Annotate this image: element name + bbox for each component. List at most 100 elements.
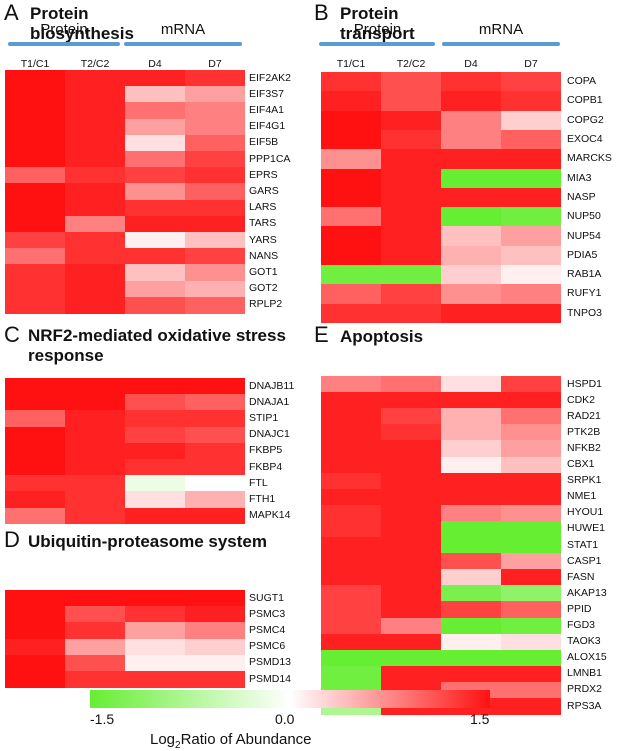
panel-title-c: NRF2-mediated oxidative stress response — [28, 326, 286, 365]
heatmap-cell — [65, 638, 125, 656]
group-label-protein-a: Protein — [40, 21, 88, 38]
heatmap-cell — [5, 638, 65, 656]
row-label: STIP1 — [249, 412, 279, 424]
heatmap-cell — [125, 394, 185, 411]
heatmap-cell — [501, 617, 561, 635]
heatmap-cell — [381, 537, 441, 554]
heatmap-cell — [65, 102, 125, 120]
heatmap-cell — [501, 72, 561, 92]
heatmap-cell — [501, 303, 561, 324]
heatmap-cell — [441, 376, 501, 393]
row-label: PPID — [567, 602, 592, 615]
heatmap-cell — [381, 408, 441, 425]
group-bar-protein-b — [319, 42, 435, 46]
heatmap-cell — [441, 392, 501, 409]
heatmap-cell — [501, 585, 561, 602]
heatmap-cell — [441, 207, 501, 227]
column-label: T1/C1 — [20, 58, 50, 70]
heatmap-cell — [5, 183, 65, 201]
heatmap-cell — [321, 649, 381, 667]
heatmap-cell — [441, 72, 501, 92]
heatmap-cell — [185, 167, 245, 184]
row-label: PTK2B — [567, 425, 601, 438]
colorbar — [90, 690, 490, 708]
row-label: SRPK1 — [567, 474, 602, 487]
row-label: STAT1 — [567, 538, 599, 551]
heatmap-cell — [65, 167, 125, 184]
heatmap-cell — [381, 440, 441, 458]
heatmap-cell — [5, 215, 65, 233]
heatmap-cell — [185, 215, 245, 233]
heatmap-cell — [441, 665, 501, 683]
heatmap-cell — [501, 456, 561, 474]
heatmap-cell — [5, 280, 65, 298]
heatmap-cell — [185, 654, 245, 672]
heatmap-cell — [125, 264, 185, 282]
heatmap-cell — [321, 488, 381, 506]
heatmap-cell — [321, 424, 381, 441]
heatmap-cell — [65, 280, 125, 298]
heatmap-cell — [501, 537, 561, 554]
heatmap-cell — [501, 633, 561, 651]
heatmap-cell — [5, 507, 65, 525]
panel-title-b: Protein transport — [340, 4, 415, 43]
heatmap-cell — [65, 507, 125, 525]
heatmap-cell — [5, 410, 65, 428]
heatmap-cell — [5, 654, 65, 672]
heatmap-cell — [185, 671, 245, 688]
heatmap-cell — [321, 472, 381, 490]
heatmap-cell — [321, 72, 381, 92]
column-label: T1/C1 — [336, 58, 366, 70]
heatmap-cell — [381, 601, 441, 619]
heatmap-cell — [185, 296, 245, 314]
row-label: SUGT1 — [249, 591, 285, 604]
heatmap-cell — [185, 442, 245, 460]
heatmap-cell — [5, 167, 65, 184]
panel-title-a: Protein biosynthesis — [30, 4, 134, 43]
heatmap-cell — [185, 86, 245, 103]
row-label: GOT1 — [249, 266, 278, 278]
heatmap-cell — [65, 590, 125, 607]
heatmap-cell — [125, 102, 185, 120]
colorbar-title-subscript: 2 — [175, 740, 181, 751]
heatmap-cell — [125, 507, 185, 525]
heatmap-cell — [381, 633, 441, 651]
heatmap-cell — [501, 440, 561, 458]
heatmap-cell — [5, 590, 65, 607]
heatmap-cell — [65, 378, 125, 395]
row-label: NASP — [567, 190, 596, 203]
heatmap-cell — [5, 70, 65, 87]
heatmap-cell — [65, 232, 125, 249]
heatmap-cell — [125, 491, 185, 509]
heatmap-cell — [185, 264, 245, 282]
heatmap-cell — [65, 475, 125, 492]
row-label: MAPK14 — [249, 509, 291, 522]
row-label: EIF3S7 — [249, 87, 285, 100]
heatmap-cell — [185, 459, 245, 476]
heatmap-cell — [125, 671, 185, 688]
heatmap-cell — [125, 280, 185, 298]
heatmap-cell — [185, 491, 245, 509]
heatmap-cell — [441, 633, 501, 651]
heatmap-cell — [321, 168, 381, 189]
heatmap-cell — [501, 392, 561, 409]
group-bar-mrna-b — [442, 42, 560, 46]
heatmap-cell — [381, 226, 441, 247]
heatmap-cell — [125, 410, 185, 428]
row-label: GOT2 — [249, 282, 278, 295]
row-label: EIF2AK2 — [249, 71, 292, 84]
heatmap-cell — [125, 134, 185, 152]
panel-letter-d: D — [4, 527, 20, 552]
heatmap-cell — [381, 284, 441, 305]
heatmap-cell — [65, 134, 125, 152]
panel-letter-e: E — [314, 322, 329, 347]
heatmap-cell — [501, 569, 561, 586]
column-label: D7 — [524, 58, 538, 70]
heatmap-cell — [185, 118, 245, 136]
heatmap-cell — [441, 110, 501, 131]
heatmap-cell — [125, 442, 185, 460]
heatmap-cell — [381, 472, 441, 490]
heatmap-cell — [501, 226, 561, 247]
heatmap-cell — [65, 459, 125, 476]
heatmap-cell — [321, 440, 381, 458]
